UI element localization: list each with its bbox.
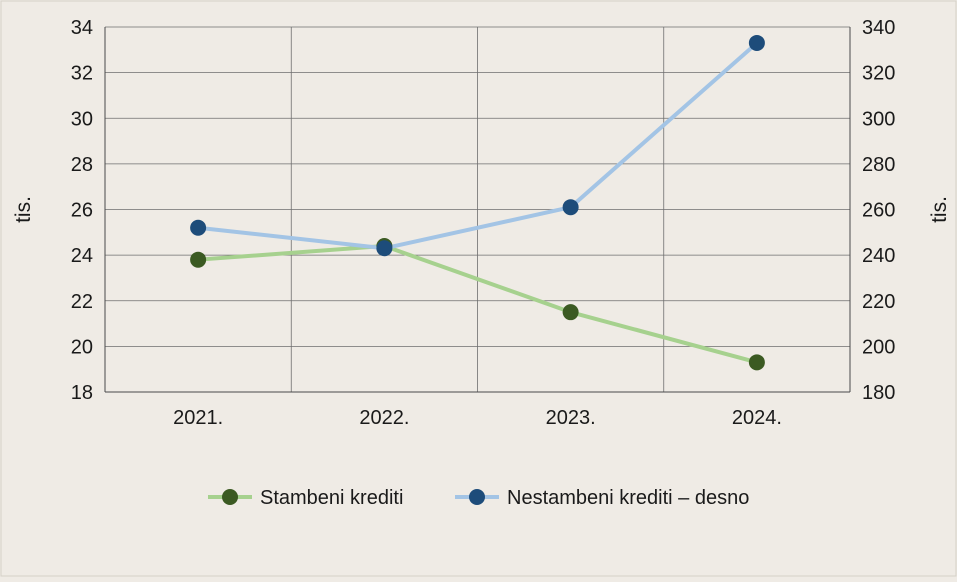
x-tick-label: 2023. xyxy=(546,407,596,429)
y-left-tick-label: 20 xyxy=(71,336,93,358)
series-1-point xyxy=(748,34,765,51)
x-tick-label: 2024. xyxy=(732,407,782,429)
y-right-tick-label: 260 xyxy=(862,200,895,222)
x-tick-label: 2021. xyxy=(173,407,223,429)
series-1-point xyxy=(376,240,393,257)
y-right-tick-label: 280 xyxy=(862,154,895,176)
legend-label: Stambeni krediti xyxy=(260,487,403,509)
legend-swatch-marker xyxy=(222,489,238,505)
series-0-point xyxy=(562,304,579,321)
y-left-tick-label: 26 xyxy=(71,200,93,222)
y-left-tick-label: 28 xyxy=(71,154,93,176)
y-left-tick-label: 32 xyxy=(71,63,93,85)
y-left-tick-label: 22 xyxy=(71,291,93,313)
y-left-tick-label: 18 xyxy=(71,382,93,404)
series-0-point xyxy=(190,251,207,268)
x-tick-label: 2022. xyxy=(359,407,409,429)
y-right-tick-label: 300 xyxy=(862,108,895,130)
y-right-tick-label: 240 xyxy=(862,245,895,267)
y-right-tick-label: 340 xyxy=(862,17,895,39)
y-right-tick-label: 200 xyxy=(862,336,895,358)
series-line-1 xyxy=(196,40,759,251)
y-right-tick-label: 180 xyxy=(862,382,895,404)
axes: 18 20 22 24 26 28 30 32 34 180 200 220 240 260 280 300 3… xyxy=(12,17,951,429)
series-1-point xyxy=(562,199,579,216)
y-right-tick-label: 220 xyxy=(862,291,895,313)
series-line-0 xyxy=(196,244,759,365)
legend-label: Nestambeni krediti – desno xyxy=(507,487,749,509)
y-left-tick-label: 34 xyxy=(71,17,93,39)
y-left-tick-label: 30 xyxy=(71,108,93,130)
grid xyxy=(105,26,850,393)
y-right-axis-label: tis. xyxy=(928,196,951,223)
y-left-axis-label: tis. xyxy=(12,196,35,223)
series-layer xyxy=(190,34,765,371)
series-0-point xyxy=(748,354,765,371)
legend-swatch-marker xyxy=(469,489,485,505)
y-right-tick-label: 320 xyxy=(862,63,895,85)
legend: Stambeni krediti Nestambeni krediti – des… xyxy=(208,487,749,509)
series-1-point xyxy=(190,219,207,236)
y-left-tick-label: 24 xyxy=(71,245,93,267)
